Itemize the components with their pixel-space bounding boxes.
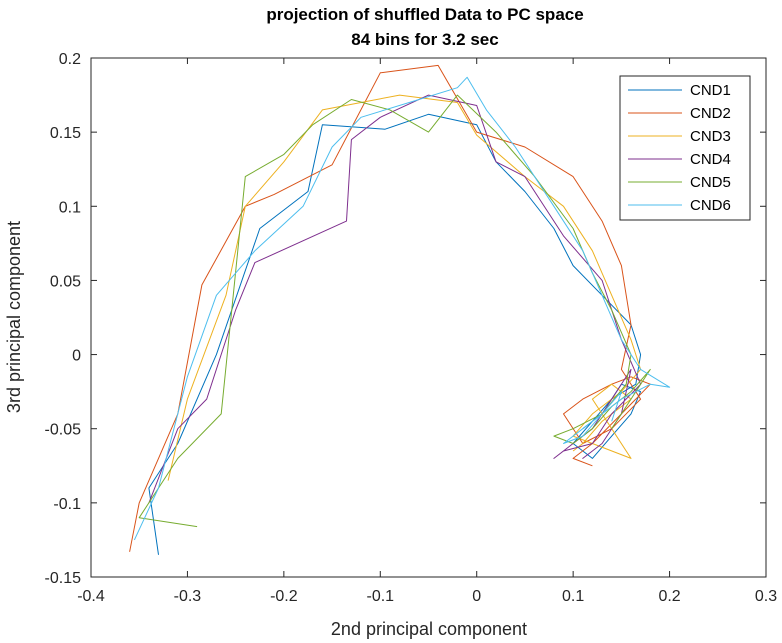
legend-label: CND6 <box>690 197 731 214</box>
legend-label: CND5 <box>690 174 731 191</box>
legend-box <box>619 75 751 221</box>
chart-subtitle: 84 bins for 3.2 sec <box>351 30 498 49</box>
y-tick-label: 0.05 <box>50 273 81 290</box>
y-tick-label: -0.15 <box>45 570 82 587</box>
x-tick-label: 0 <box>472 588 481 605</box>
y-axis-label: 3rd principal component <box>4 221 24 413</box>
x-axis-label: 2nd principal component <box>331 619 527 639</box>
y-tick-label: -0.1 <box>53 496 81 513</box>
x-tick-label: 0.1 <box>562 588 584 605</box>
x-tick-label: -0.3 <box>174 588 202 605</box>
x-tick-label: -0.4 <box>77 588 105 605</box>
y-tick-label: 0.1 <box>59 199 81 216</box>
legend-label: CND2 <box>690 105 731 122</box>
legend-label: CND1 <box>690 82 731 99</box>
series-line-cnd6 <box>133 76 671 541</box>
x-tick-label: -0.2 <box>270 588 298 605</box>
y-tick-label: -0.05 <box>45 422 82 439</box>
y-tick-label: 0.15 <box>50 125 81 142</box>
series-group <box>129 64 671 555</box>
series-line-cnd3 <box>167 94 642 481</box>
legend-label: CND4 <box>690 151 731 168</box>
x-tick-label: -0.1 <box>366 588 394 605</box>
y-tick-label: 0 <box>72 348 81 365</box>
x-tick-label: 0.3 <box>755 588 777 605</box>
x-tick-label: 0.2 <box>658 588 680 605</box>
chart-title: projection of shuffled Data to PC space <box>266 5 583 24</box>
legend[interactable]: CND1 CND2 CND3 CND4 CND5 CND6 <box>619 75 751 221</box>
legend-label: CND3 <box>690 128 731 145</box>
series-line-cnd1 <box>148 113 642 555</box>
ticks-group: -0.4 -0.3 -0.2 -0.1 0 0.1 0.2 0.3 -0.15 -0.1 -0.05… <box>45 51 778 605</box>
y-tick-label: 0.2 <box>59 51 81 68</box>
